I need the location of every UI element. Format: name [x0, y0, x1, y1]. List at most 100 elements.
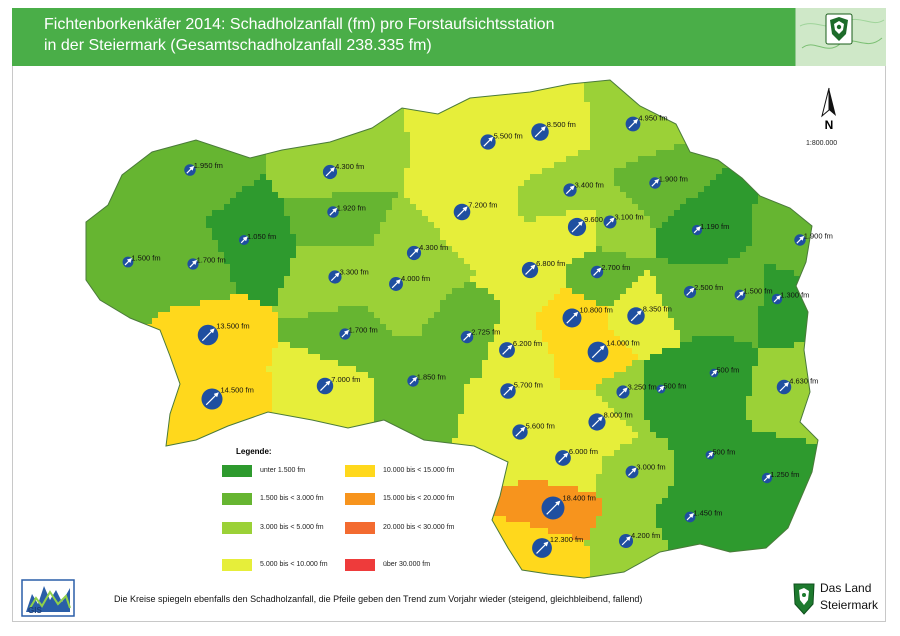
legend-label: 10.000 bis < 15.000 fm: [383, 467, 455, 474]
station-marker: 2.700 fm: [590, 263, 630, 279]
legend-swatch: [222, 522, 252, 534]
station-marker: 14.000 fm: [587, 339, 640, 363]
station-marker: 8.350 fm: [627, 304, 672, 325]
trend-arrow-icon: [658, 385, 665, 392]
map-title: Fichtenborkenkäfer 2014: Schadholzanfall…: [44, 14, 554, 56]
station-value-label: 1.850 fm: [417, 372, 446, 381]
station-value-label: 1.250 fm: [770, 470, 799, 479]
station-value-label: 2.700 fm: [601, 263, 630, 272]
trend-arrow-icon: [618, 387, 628, 397]
station-marker: 18.400 fm: [541, 494, 596, 520]
station-value-label: 4.950 fm: [638, 114, 667, 123]
station-marker: 6.200 fm: [499, 339, 542, 358]
station-value-label: 3.400 fm: [575, 180, 604, 189]
station-marker: 5.500 fm: [480, 131, 523, 150]
station-marker: 8.000 fm: [588, 410, 633, 431]
trend-arrow-icon: [341, 329, 350, 338]
land-line-1: Das Land: [820, 581, 872, 595]
station-value-label: 500 fm: [712, 448, 735, 457]
trend-arrow-icon: [391, 279, 401, 289]
station-marker: 2.500 fm: [683, 283, 723, 299]
trend-arrow-icon: [779, 381, 790, 392]
legend-swatch: [345, 465, 375, 477]
station-marker: 3.400 fm: [563, 180, 604, 197]
legend-label: unter 1.500 fm: [260, 467, 306, 474]
station-marker: 500 fm: [709, 366, 739, 378]
station-marker: 1.190 fm: [691, 222, 729, 236]
station-value-label: 1.920 fm: [337, 203, 366, 212]
station-value-label: 1.900 fm: [804, 231, 833, 240]
station-marker: 5.700 fm: [500, 380, 543, 399]
trend-arrow-icon: [409, 248, 419, 258]
land-line-2: Steiermark: [820, 598, 879, 612]
trend-arrow-icon: [621, 536, 631, 546]
trend-arrow-icon: [534, 126, 546, 138]
trend-arrow-icon: [796, 235, 805, 244]
legend-swatch: [345, 559, 375, 571]
trend-arrow-icon: [503, 385, 514, 396]
legend-label: über 30.000 fm: [383, 561, 431, 568]
station-value-label: 10.800 fm: [579, 306, 612, 315]
station-value-label: 12.300 fm: [550, 535, 583, 544]
trend-arrow-icon: [773, 295, 781, 303]
trend-arrow-icon: [515, 426, 526, 437]
station-value-label: 500 fm: [716, 366, 739, 375]
station-value-label: 3.250 fm: [628, 382, 657, 391]
trend-arrow-icon: [630, 310, 642, 322]
station-value-label: 5.500 fm: [494, 131, 523, 140]
station-marker: 1.300 fm: [771, 291, 809, 305]
station-value-label: 5.600 fm: [526, 421, 555, 430]
gis-logo-text: GIS: [28, 606, 42, 615]
station-marker: 3.300 fm: [328, 267, 369, 284]
station-value-label: 18.400 fm: [562, 494, 595, 503]
station-value-label: 1.700 fm: [349, 325, 378, 334]
land-steiermark-logo: Das Land Steiermark: [792, 580, 888, 620]
trend-arrow-icon: [558, 452, 569, 463]
station-marker: 9.600 fm: [567, 215, 613, 237]
trend-arrow-icon: [186, 165, 195, 174]
trend-arrow-icon: [329, 207, 338, 216]
station-value-label: 14.500 fm: [221, 385, 254, 394]
trend-arrow-icon: [651, 178, 660, 187]
map-scale: 1:800.000: [806, 140, 838, 147]
trend-arrow-icon: [571, 220, 584, 233]
station-value-label: 1.190 fm: [700, 222, 729, 231]
trend-arrow-icon: [693, 226, 701, 234]
station-marker: 4.000 fm: [389, 274, 430, 291]
station-marker: 3.250 fm: [616, 382, 657, 399]
station-marker: 7.200 fm: [453, 201, 497, 221]
station-marker: 3.100 fm: [603, 213, 644, 229]
trend-arrow-icon: [628, 467, 637, 476]
station-value-label: 1.500 fm: [131, 254, 160, 263]
crest-thumbnail: [795, 8, 886, 66]
map-frame: [12, 66, 886, 622]
footnote: Die Kreise spiegeln ebenfalls den Schadh…: [114, 594, 643, 604]
trend-arrow-icon: [320, 380, 331, 391]
trend-arrow-icon: [124, 258, 132, 266]
station-value-label: 1.300 fm: [780, 291, 809, 300]
north-letter: N: [824, 118, 834, 132]
station-marker: 5.600 fm: [512, 421, 555, 440]
station-marker: 1.950 fm: [184, 161, 223, 176]
legend-title: Legende:: [236, 447, 272, 456]
station-value-label: 1.900 fm: [659, 174, 688, 183]
station-value-label: 8.000 fm: [604, 410, 633, 419]
trend-arrow-icon: [409, 376, 418, 385]
legend-label: 20.000 bis < 30.000 fm: [383, 524, 455, 531]
trend-arrow-icon: [330, 272, 340, 282]
station-value-label: 1.450 fm: [693, 509, 722, 518]
trend-arrow-icon: [628, 118, 639, 129]
station-marker: 7.000 fm: [316, 375, 360, 395]
trend-arrow-icon: [565, 185, 575, 195]
legend-swatch: [345, 522, 375, 534]
station-markers: 1.950 fm 4.300 fm 5.500 fm 8.500 fm 4.950 fm…: [122, 114, 833, 558]
title-line-1: Fichtenborkenkäfer 2014: Schadholzanfall…: [44, 16, 555, 33]
station-value-label: 1.700 fm: [197, 255, 226, 264]
station-value-label: 4.630 fm: [789, 377, 818, 386]
station-marker: 1.700 fm: [187, 255, 226, 270]
trend-arrow-icon: [463, 332, 472, 341]
station-value-label: 1.500 fm: [743, 287, 772, 296]
trend-arrow-icon: [525, 264, 536, 275]
station-value-label: 6.000 fm: [569, 447, 598, 456]
